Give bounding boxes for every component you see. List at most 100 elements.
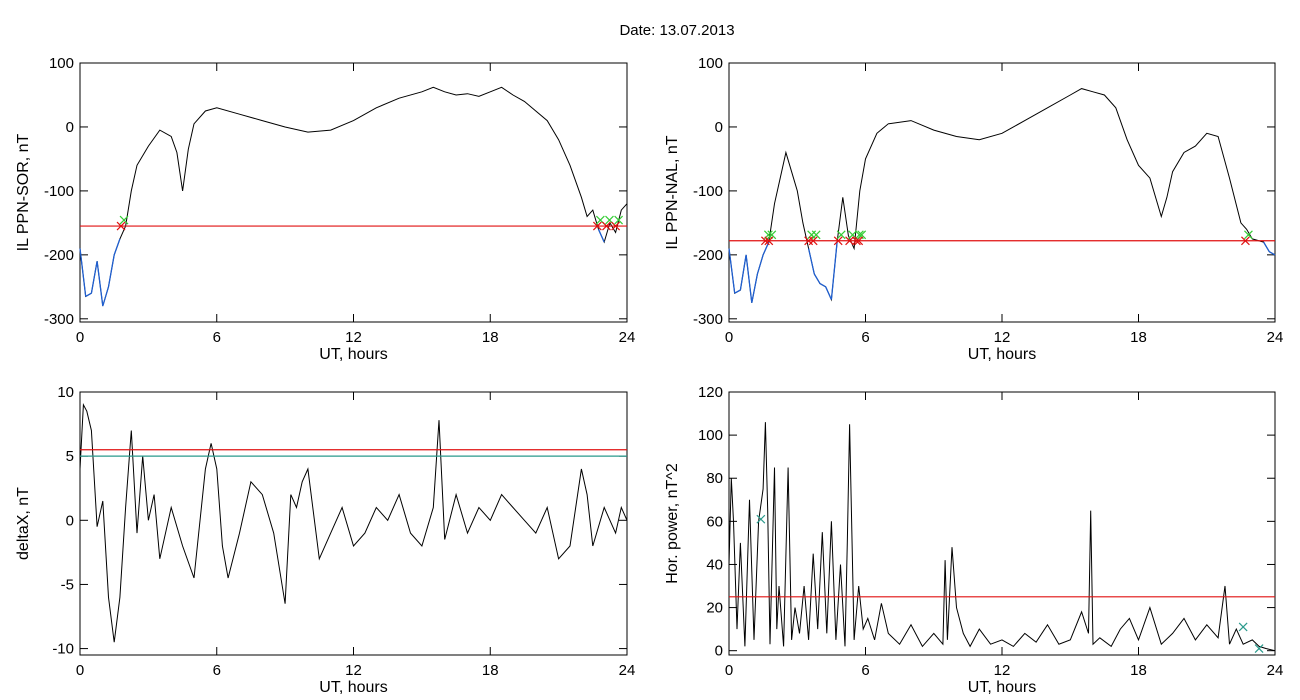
- y-tick-label: -100: [693, 183, 723, 200]
- x-tick-label: 0: [725, 662, 733, 679]
- power-marker: [1238, 622, 1248, 632]
- crossing-marker-b: [592, 221, 602, 231]
- crossing-marker-b: [845, 236, 854, 246]
- onset-marker: [857, 230, 867, 240]
- onset-marker-b: [119, 215, 129, 225]
- crossing-marker-b: [854, 236, 864, 246]
- y-tick-label: 100: [698, 55, 723, 72]
- y-axis-label: deltaX, nT: [15, 487, 32, 560]
- series-line: [79, 86, 628, 307]
- crossing-marker-b: [808, 236, 818, 246]
- y-axis-label: Hor. power, nT^2: [664, 463, 681, 584]
- crossing-marker-b: [833, 236, 843, 246]
- x-tick-label: 24: [1267, 329, 1284, 346]
- crossing-marker: [808, 236, 818, 246]
- y-tick-label: 10: [57, 384, 74, 401]
- series-line: [728, 88, 1276, 303]
- x-tick-label: 18: [1130, 329, 1147, 346]
- y-tick-label: 100: [49, 55, 74, 72]
- panel-3: 0 6 12 18 24 -10 -5 0 5 10 UT, hours deltaX, nT: [15, 384, 635, 696]
- power-marker: [1254, 644, 1264, 653]
- crossing-marker: [1241, 236, 1250, 246]
- onset-marker-b: [836, 230, 846, 240]
- power-marker-b: [756, 514, 766, 524]
- panel-4: 0 6 12 18 24 0 20 40 60 80 100 120 UT, hours Hor. pow…: [664, 384, 1283, 696]
- onset-marker-b: [854, 230, 864, 240]
- x-tick-label: 0: [725, 329, 733, 346]
- onset-marker-b: [767, 230, 777, 240]
- y-tick-label: 0: [715, 119, 723, 136]
- x-tick-label: 24: [619, 329, 636, 346]
- below-threshold-segment: [79, 229, 605, 307]
- power-marker-b: [1254, 644, 1264, 653]
- y-axis-label: IL PPN-NAL, nT: [664, 135, 681, 249]
- x-tick-label: 18: [482, 329, 499, 346]
- x-tick-label: 24: [1267, 662, 1284, 679]
- crossing-marker-b: [602, 221, 611, 231]
- y-tick-label: 100: [698, 427, 723, 444]
- x-axis-label: UT, hours: [319, 346, 387, 363]
- onset-marker-b: [595, 215, 605, 225]
- figure-title: Date: 13.07.2013: [619, 22, 734, 39]
- y-tick-label: -300: [44, 311, 74, 328]
- y-tick-label: 40: [706, 556, 723, 573]
- x-tick-label: 18: [482, 662, 499, 679]
- onset-marker-b: [605, 215, 614, 225]
- x-axis-label: UT, hours: [968, 346, 1036, 363]
- series-line: [79, 402, 628, 643]
- plot-frame: [728, 62, 1276, 323]
- onset-marker-b: [848, 230, 857, 240]
- crossing-marker-b: [764, 236, 774, 246]
- x-tick-label: 6: [213, 662, 221, 679]
- onset-marker-b: [857, 230, 867, 240]
- power-marker: [756, 514, 766, 524]
- crossing-marker: [845, 236, 854, 246]
- onset-marker: [811, 230, 821, 240]
- x-axis-label: UT, hours: [968, 679, 1036, 696]
- x-tick-label: 12: [345, 662, 362, 679]
- onset-marker-b: [614, 215, 624, 225]
- y-tick-label: 5: [66, 448, 74, 465]
- crossing-marker-b: [1241, 236, 1250, 246]
- x-tick-label: 6: [861, 662, 869, 679]
- y-tick-label: -200: [44, 247, 74, 264]
- y-tick-label: -200: [693, 247, 723, 264]
- y-tick-label: 120: [698, 384, 723, 401]
- onset-marker: [1244, 230, 1253, 240]
- onset-marker-b: [811, 230, 821, 240]
- y-tick-label: 0: [715, 643, 723, 660]
- below-threshold-segment: [728, 241, 1276, 303]
- y-tick-label: -5: [61, 576, 74, 593]
- y-tick-label: 0: [66, 512, 74, 529]
- onset-marker: [119, 215, 129, 225]
- x-axis-label: UT, hours: [319, 679, 387, 696]
- plot-frame: [79, 391, 628, 656]
- x-tick-label: 24: [619, 662, 636, 679]
- crossing-marker-b: [611, 221, 621, 231]
- panel-2: 0 6 12 18 24 -300 -200 -100 0 100 UT, hours IL PPN-…: [664, 55, 1283, 363]
- onset-marker: [836, 230, 846, 240]
- x-tick-label: 0: [76, 662, 84, 679]
- plot-frame: [728, 391, 1276, 656]
- onset-marker-b: [1244, 230, 1253, 240]
- x-tick-label: 12: [994, 662, 1011, 679]
- x-tick-label: 12: [994, 329, 1011, 346]
- x-tick-label: 0: [76, 329, 84, 346]
- y-axis-label: IL PPN-SOR, nT: [15, 133, 32, 251]
- crossing-marker: [116, 221, 126, 231]
- crossing-marker: [602, 221, 611, 231]
- y-tick-label: -300: [693, 311, 723, 328]
- plot-frame: [79, 62, 628, 323]
- crossing-marker: [611, 221, 621, 231]
- y-tick-label: -100: [44, 183, 74, 200]
- x-tick-label: 18: [1130, 662, 1147, 679]
- crossing-marker: [592, 221, 602, 231]
- x-tick-label: 6: [861, 329, 869, 346]
- power-marker-b: [1238, 622, 1248, 632]
- y-tick-label: -10: [52, 641, 74, 658]
- y-tick-label: 0: [66, 119, 74, 136]
- crossing-marker: [764, 236, 774, 246]
- x-tick-label: 6: [213, 329, 221, 346]
- series-line: [728, 422, 1276, 652]
